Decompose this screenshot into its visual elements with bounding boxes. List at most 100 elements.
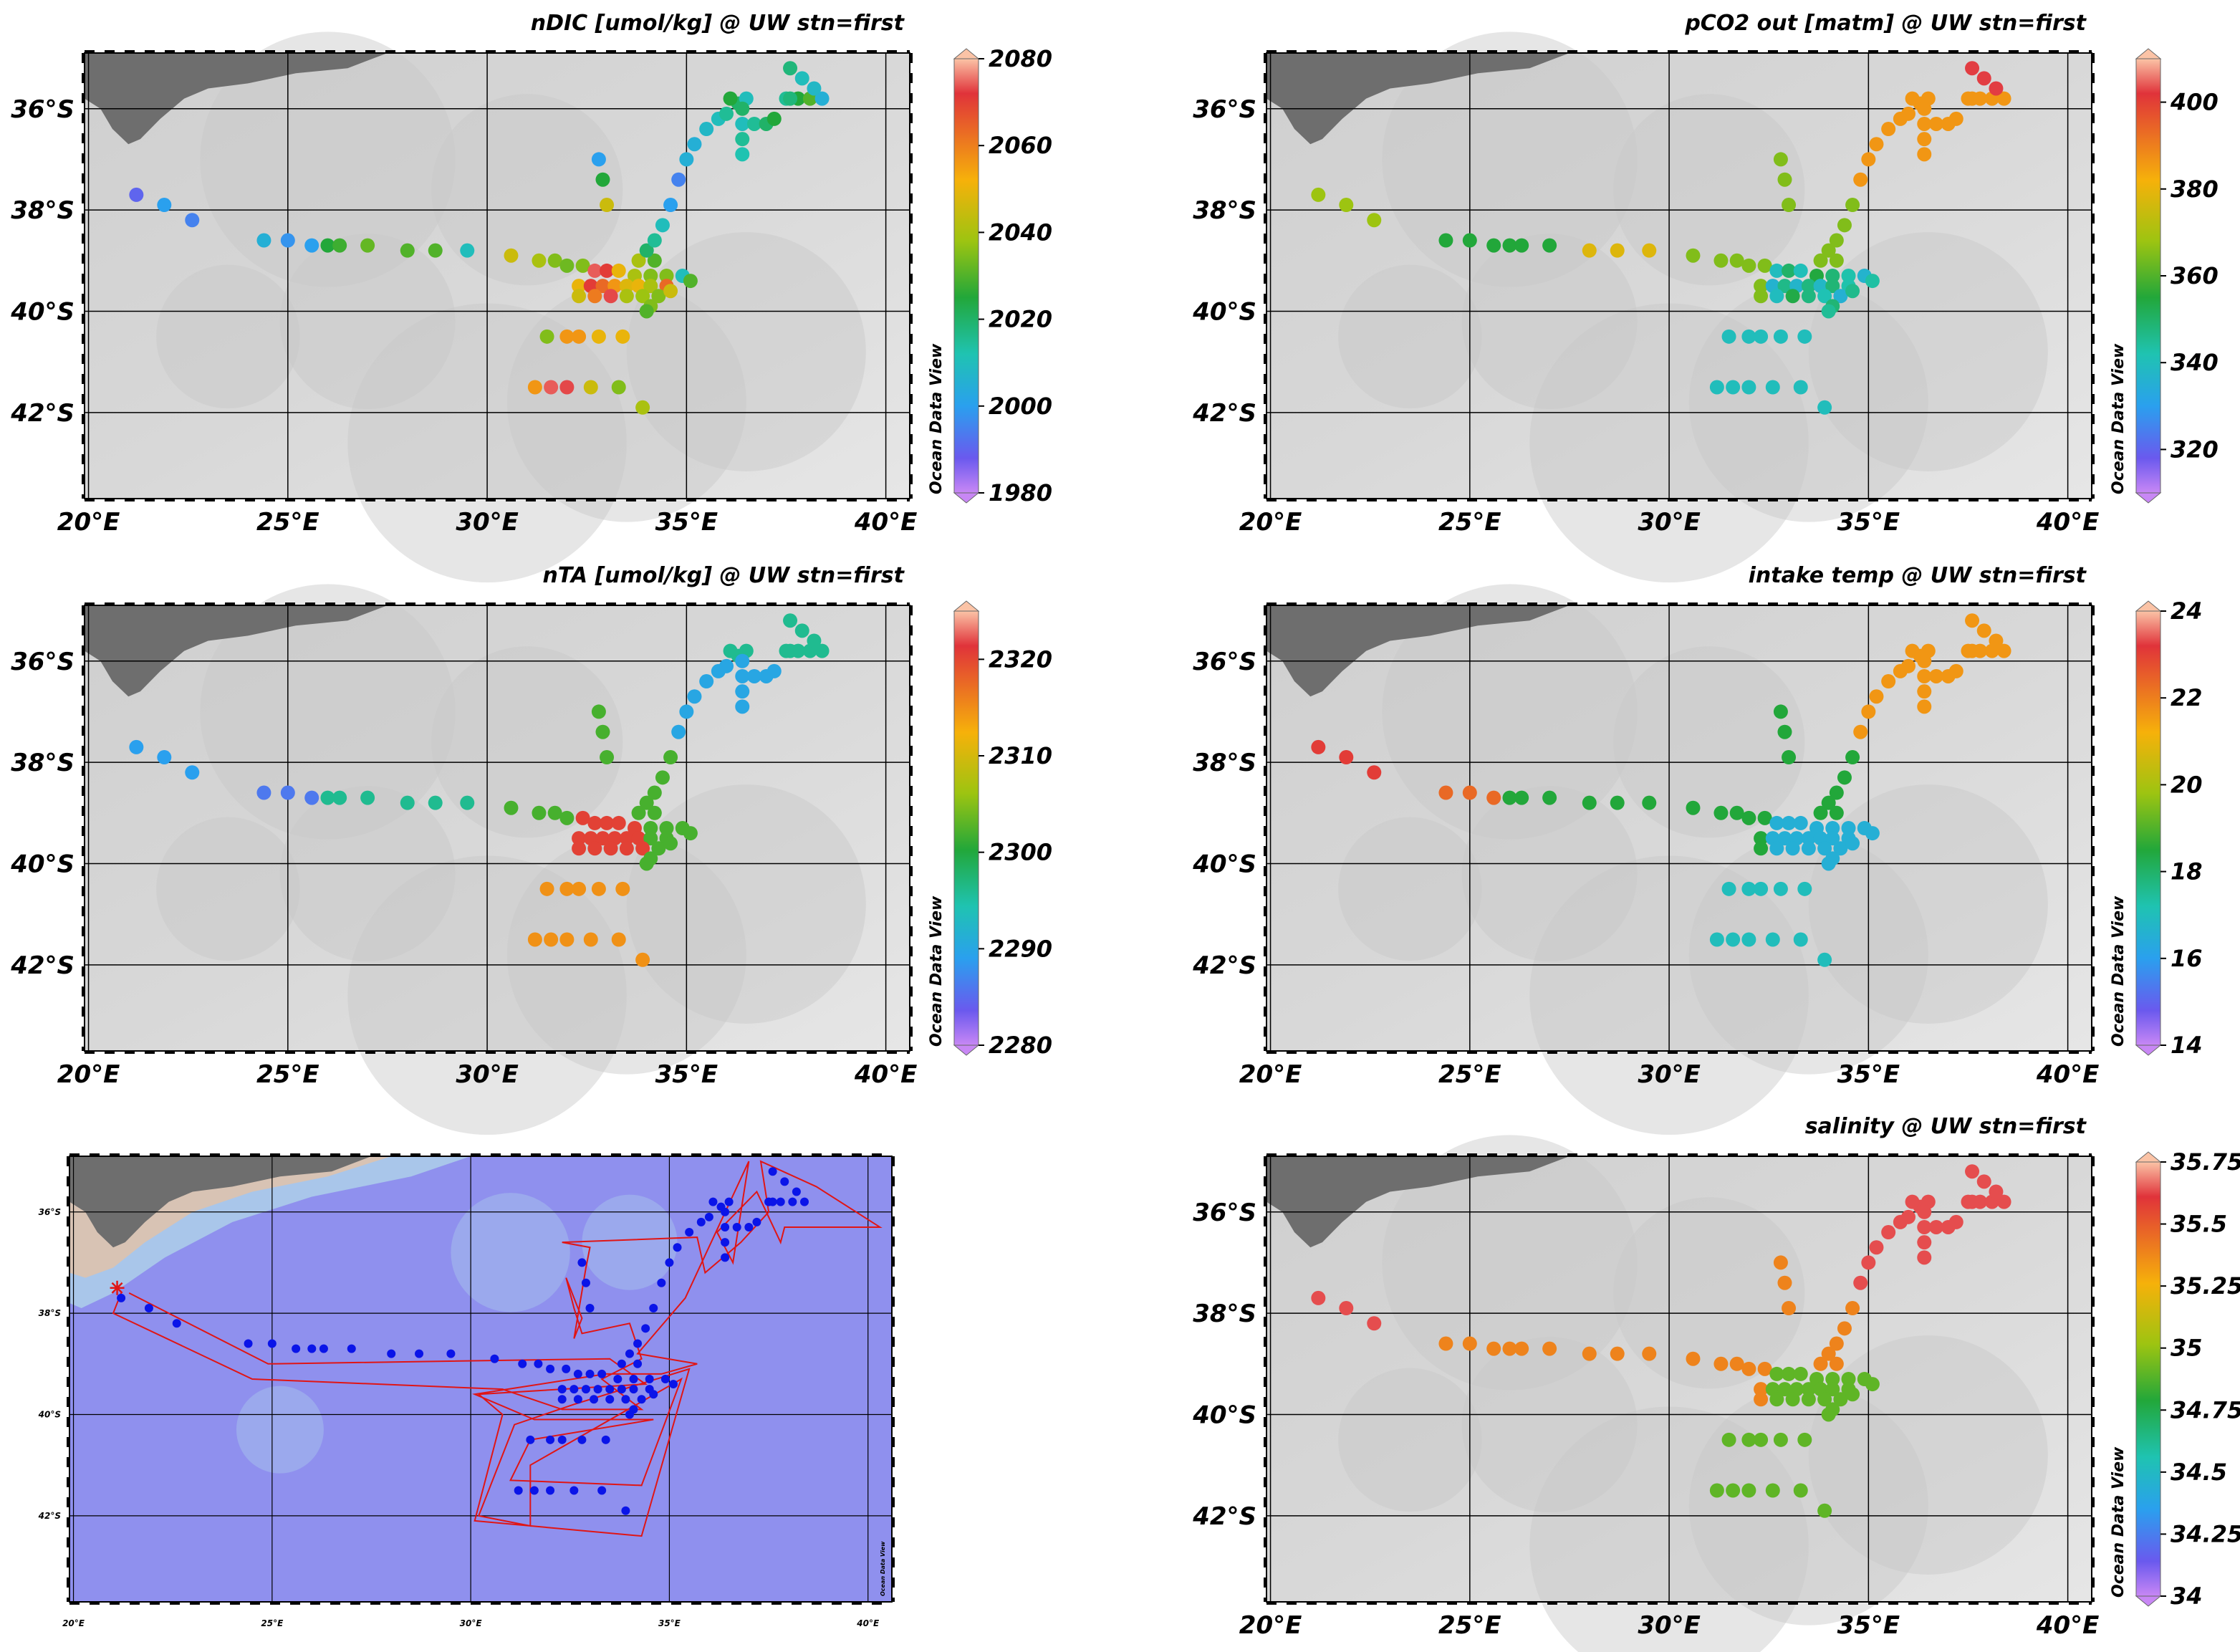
station-marker	[660, 1375, 670, 1383]
nta-data-point	[504, 800, 519, 815]
station-marker	[625, 1349, 634, 1358]
station-marker	[685, 1228, 694, 1237]
sal-data-point	[1861, 1255, 1876, 1270]
ndic-data-point	[332, 238, 347, 253]
nta-data-point	[631, 805, 646, 820]
nta-data-point	[655, 770, 670, 785]
sal-colorbar-tick-label: 35	[2171, 1335, 2203, 1362]
sal-data-point	[1462, 1336, 1477, 1351]
pco2-data-point	[1782, 263, 1797, 278]
ndic-data-point	[304, 238, 319, 253]
temp-data-point	[1901, 658, 1915, 673]
nta-data-point	[460, 795, 475, 810]
sal-data-point	[1741, 1483, 1756, 1498]
ndic-lon-tick-label: 35°E	[655, 508, 718, 537]
temp-data-point	[1837, 770, 1852, 785]
nta-data-point	[735, 653, 750, 668]
temp-bathymetry-shade	[1808, 784, 2048, 1024]
sal-data-point	[1801, 1382, 1816, 1397]
ndic-data-point	[603, 289, 618, 304]
station-marker	[590, 1395, 599, 1404]
nta-bathymetry-shade	[279, 786, 456, 962]
sal-colorbar	[2135, 1161, 2161, 1597]
sal-data-point	[1777, 1382, 1792, 1397]
nta-lat-tick-label: 42°S	[10, 951, 74, 980]
temp-data-point	[1917, 668, 1932, 683]
nta-lat-tick-label: 38°S	[11, 749, 74, 777]
sal-lat-tick-label: 38°S	[1193, 1300, 1256, 1328]
sal-lat-tick-label: 40°S	[1192, 1401, 1256, 1429]
temp-lat-tick-label: 42°S	[1192, 951, 1256, 980]
ndic-data-point	[619, 279, 634, 294]
temp-data-point	[1801, 841, 1816, 856]
sal-data-point	[1881, 1225, 1896, 1240]
sal-data-point	[1801, 1392, 1816, 1407]
nta-data-point	[735, 684, 750, 699]
sal-colorbar-tick-label: 34.75	[2171, 1396, 2240, 1423]
station-marker	[657, 1278, 666, 1287]
pco2-data-point	[1686, 248, 1701, 263]
nta-data-point	[595, 831, 610, 846]
nta-data-point	[600, 815, 615, 830]
temp-bathymetry-shade	[1613, 646, 1805, 838]
station-marker	[792, 1187, 801, 1196]
ndic-bathymetry-shade	[200, 32, 456, 287]
temp-data-point	[1917, 684, 1932, 699]
temp-data-point	[1965, 613, 1980, 628]
pco2-colorbar-top-cap	[2135, 48, 2162, 59]
station-map-lon-tick-label: 30°E	[460, 1618, 483, 1628]
station-marker	[490, 1354, 499, 1363]
nta-data-point	[559, 810, 575, 825]
pco2-lat-tick-label: 42°S	[1192, 399, 1256, 428]
pco2-data-point	[1841, 269, 1856, 283]
pco2-data-point	[1757, 258, 1772, 273]
temp-data-point	[1741, 881, 1756, 896]
station-marker	[581, 1385, 590, 1394]
temp-data-point	[1438, 785, 1453, 800]
pco2-data-point	[1928, 116, 1943, 131]
pco2-data-point	[1582, 243, 1597, 258]
ndic-data-point	[559, 258, 575, 273]
ndic-data-point	[663, 198, 678, 213]
pco2-data-point	[1825, 269, 1840, 283]
sal-colorbar-tick-label: 34.5	[2171, 1459, 2227, 1486]
station-map-lat-tick-label: 36°S	[39, 1207, 61, 1217]
pco2-colorbar	[2135, 58, 2161, 494]
sal-data-point	[1833, 1392, 1848, 1407]
temp-bathymetry-shade	[1461, 786, 1638, 962]
temp-data-point	[1825, 831, 1840, 846]
nta-data-point	[572, 841, 587, 856]
pco2-data-point	[1817, 400, 1832, 415]
nta-data-point	[256, 785, 271, 800]
pco2-watermark: Ocean Data View	[2110, 343, 2128, 494]
station-marker	[577, 1435, 587, 1444]
sal-data-point	[1829, 1356, 1844, 1371]
temp-data-point	[1817, 952, 1832, 967]
pco2-data-point	[1853, 172, 1868, 187]
ndic-bathymetry-shade	[626, 232, 866, 471]
sal-data-point	[1782, 1301, 1797, 1316]
sal-data-point	[1917, 1250, 1932, 1265]
sal-data-point	[1311, 1290, 1326, 1305]
ndic-data-point	[129, 187, 144, 202]
pco2-data-point	[1785, 289, 1800, 304]
sal-data-point	[1829, 1336, 1844, 1351]
nta-data-point	[615, 881, 630, 896]
nta-data-point	[547, 805, 562, 820]
sal-data-point	[1793, 1366, 1808, 1381]
nta-data-point	[587, 841, 602, 856]
temp-lat-tick-label: 36°S	[1193, 648, 1256, 676]
sal-land	[1266, 1156, 1570, 1248]
ndic-colorbar-tick-label: 2040	[989, 218, 1052, 246]
station-marker	[721, 1238, 730, 1247]
nta-lon-tick-label: 30°E	[456, 1060, 519, 1089]
nta-data-point	[611, 932, 626, 947]
nta-data-point	[783, 613, 798, 628]
ndic-data-point	[360, 238, 375, 253]
ndic-data-point	[655, 218, 670, 233]
temp-data-point	[1996, 643, 2011, 658]
station-marker	[526, 1435, 535, 1444]
nta-lat-tick-label: 40°S	[10, 850, 74, 878]
temp-colorbar-tick-label: 18	[2171, 858, 2203, 885]
station-marker	[546, 1364, 555, 1373]
